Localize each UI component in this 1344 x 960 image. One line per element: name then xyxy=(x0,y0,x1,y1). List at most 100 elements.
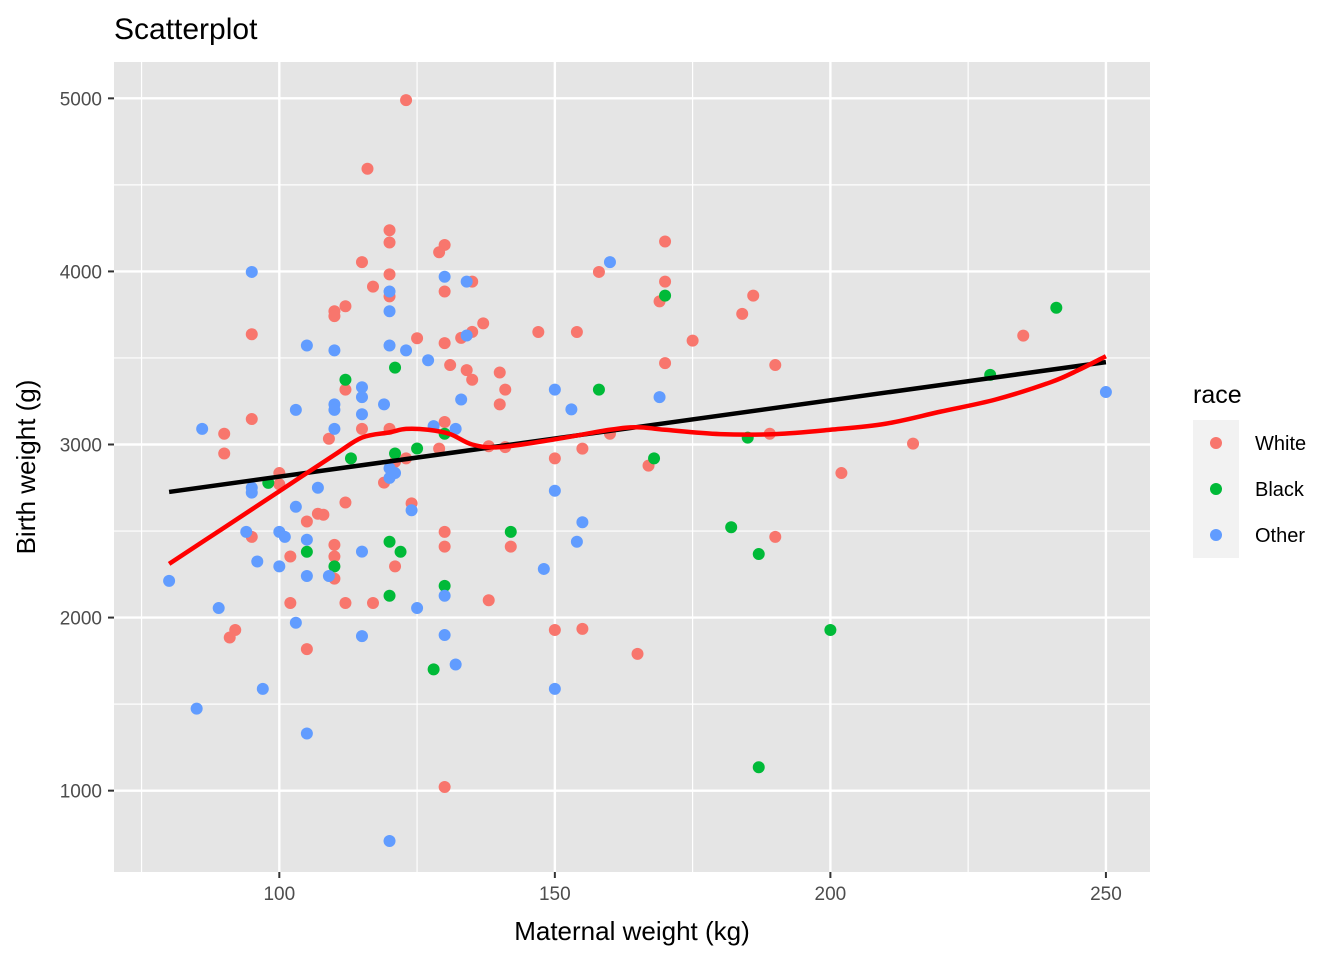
scatter-points xyxy=(163,94,1112,848)
data-point-white xyxy=(499,383,512,396)
data-point-other xyxy=(438,629,451,642)
data-point-other xyxy=(603,256,616,269)
data-point-black xyxy=(389,447,402,460)
data-point-white xyxy=(433,246,446,259)
data-point-white xyxy=(504,540,517,553)
data-point-white xyxy=(1017,329,1030,342)
data-point-other xyxy=(383,471,396,484)
data-point-white xyxy=(400,94,413,107)
data-point-white xyxy=(223,631,236,644)
data-point-other xyxy=(400,344,413,357)
data-point-other xyxy=(355,381,368,394)
x-tick-label: 150 xyxy=(539,884,571,905)
x-axis-ticks: 100 150 200 250 xyxy=(263,872,1122,905)
data-point-white xyxy=(576,442,589,455)
data-point-white xyxy=(389,560,402,573)
data-point-other xyxy=(383,305,396,318)
data-point-white xyxy=(438,337,451,350)
data-point-white xyxy=(482,594,495,607)
data-point-other xyxy=(163,574,176,587)
data-point-other xyxy=(438,270,451,283)
data-point-other xyxy=(273,560,286,573)
data-point-white xyxy=(466,373,479,386)
data-point-other xyxy=(537,562,550,575)
data-point-black xyxy=(383,589,396,602)
x-tick-label: 200 xyxy=(815,884,847,905)
data-point-black xyxy=(344,452,357,465)
data-point-other xyxy=(245,265,258,278)
y-axis-ticks: 1000 2000 3000 4000 5000 xyxy=(60,89,114,803)
data-point-white xyxy=(477,317,490,330)
data-point-black xyxy=(648,452,661,465)
data-point-white xyxy=(570,326,583,338)
data-point-white xyxy=(659,275,672,288)
data-point-white xyxy=(245,413,258,426)
data-point-other xyxy=(355,391,368,404)
data-point-other xyxy=(328,344,341,357)
legend-key-other xyxy=(1210,529,1222,541)
plot-panel xyxy=(114,62,1150,872)
data-point-other xyxy=(278,530,291,543)
data-point-white xyxy=(355,256,368,269)
data-point-white xyxy=(736,307,749,320)
data-point-other xyxy=(311,481,324,494)
data-point-white xyxy=(438,540,451,553)
data-point-other xyxy=(328,403,341,416)
data-point-white xyxy=(659,235,672,248)
data-point-other xyxy=(256,682,269,695)
data-point-other xyxy=(300,339,313,352)
data-point-white xyxy=(300,643,313,656)
legend-entries: White Black Other xyxy=(1210,433,1306,547)
data-point-other xyxy=(355,408,368,421)
data-point-white xyxy=(317,508,330,521)
data-point-white xyxy=(592,265,605,278)
data-point-white xyxy=(367,597,379,610)
data-point-white xyxy=(631,647,644,660)
data-point-white xyxy=(907,437,920,450)
data-point-white xyxy=(322,432,335,445)
data-point-white xyxy=(835,467,848,480)
data-point-white xyxy=(328,550,341,563)
data-point-other xyxy=(455,393,468,406)
data-point-black xyxy=(592,383,605,396)
legend-title: race xyxy=(1193,381,1242,409)
data-point-white xyxy=(339,383,352,396)
data-point-other xyxy=(240,525,253,538)
data-point-white xyxy=(218,427,231,440)
data-point-black xyxy=(752,548,765,561)
y-tick-label: 4000 xyxy=(60,262,102,283)
data-point-white xyxy=(438,416,451,428)
data-point-black xyxy=(504,525,517,538)
data-point-white xyxy=(460,364,473,377)
data-point-white xyxy=(284,597,297,610)
x-tick-label: 250 xyxy=(1090,884,1122,905)
data-point-other xyxy=(411,602,424,615)
data-point-other xyxy=(383,835,396,848)
data-point-white xyxy=(361,162,374,175)
data-point-black xyxy=(300,545,313,558)
legend-label-other: Other xyxy=(1255,525,1305,547)
data-point-black xyxy=(328,560,341,573)
data-point-white xyxy=(383,236,396,249)
data-point-black xyxy=(824,624,837,637)
data-point-white xyxy=(769,530,782,543)
data-point-black xyxy=(438,579,451,592)
data-point-other xyxy=(653,391,666,404)
data-point-black xyxy=(389,361,402,374)
data-point-black xyxy=(339,373,352,386)
data-point-white xyxy=(438,285,451,298)
data-point-other xyxy=(196,422,209,435)
data-point-white xyxy=(411,332,424,345)
data-point-black xyxy=(394,545,407,558)
data-point-other xyxy=(212,602,225,615)
data-point-white xyxy=(548,452,561,465)
data-point-other xyxy=(355,545,368,558)
data-point-black xyxy=(725,521,738,534)
data-point-black xyxy=(659,289,672,302)
data-point-white xyxy=(284,550,297,563)
data-point-white xyxy=(548,624,561,637)
legend: race White Black Other xyxy=(1193,381,1306,558)
legend-label-black: Black xyxy=(1255,479,1305,501)
data-point-black xyxy=(427,663,440,676)
